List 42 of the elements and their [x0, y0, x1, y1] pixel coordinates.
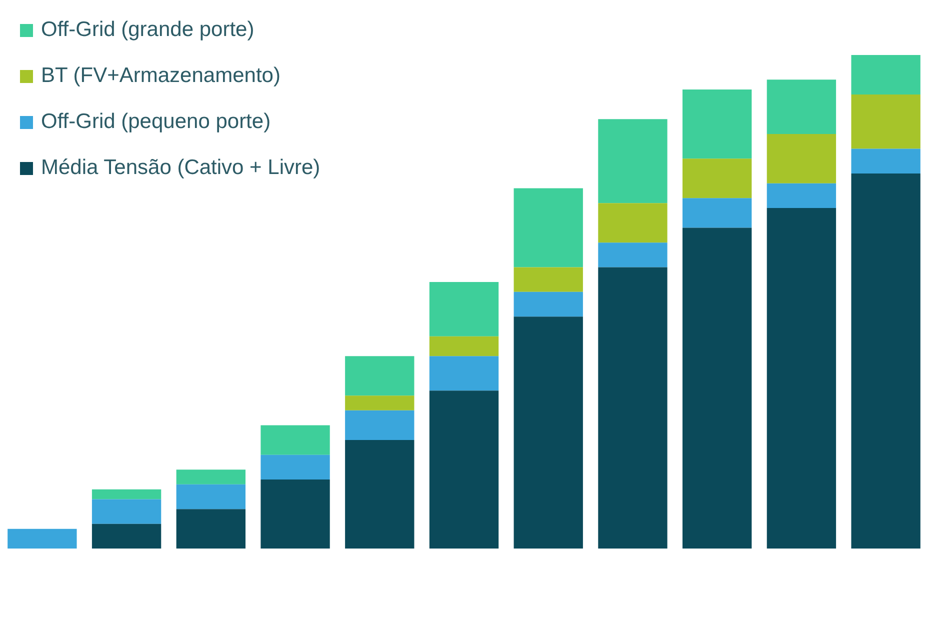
bar — [598, 119, 668, 204]
bar — [598, 242, 668, 268]
bar — [766, 183, 836, 208]
bar — [682, 228, 752, 549]
bar — [429, 356, 499, 391]
bar — [260, 425, 330, 455]
bar — [176, 470, 246, 484]
bar — [92, 524, 162, 549]
bar — [260, 479, 330, 549]
bar — [345, 440, 414, 549]
bar — [766, 80, 836, 134]
bar — [345, 356, 414, 396]
bar — [766, 134, 836, 184]
bar — [345, 396, 414, 410]
bar — [598, 267, 668, 549]
bar — [514, 292, 583, 317]
legend-label: Off-Grid (pequeno porte) — [41, 110, 271, 134]
bar — [260, 454, 330, 480]
bar — [851, 148, 920, 174]
bar — [514, 267, 583, 292]
bar — [514, 316, 583, 549]
bar — [851, 94, 920, 149]
bar — [851, 55, 920, 94]
bar — [176, 509, 246, 549]
bar — [92, 489, 162, 500]
bar — [766, 208, 836, 549]
bar — [176, 484, 246, 510]
bar — [851, 173, 920, 549]
legend-label: Média Tensão (Cativo + Livre) — [41, 156, 320, 180]
bar — [429, 336, 499, 356]
bar — [429, 390, 499, 549]
bar — [598, 203, 668, 243]
bar — [429, 282, 499, 336]
legend-label: Off-Grid (grande porte) — [41, 18, 254, 42]
bar — [345, 410, 414, 440]
bar — [682, 158, 752, 198]
bar — [92, 499, 162, 524]
bar — [682, 198, 752, 228]
bar — [8, 528, 77, 549]
legend-label: BT (FV+Armazenamento) — [41, 64, 280, 88]
bar — [682, 90, 752, 159]
bar — [514, 188, 583, 268]
